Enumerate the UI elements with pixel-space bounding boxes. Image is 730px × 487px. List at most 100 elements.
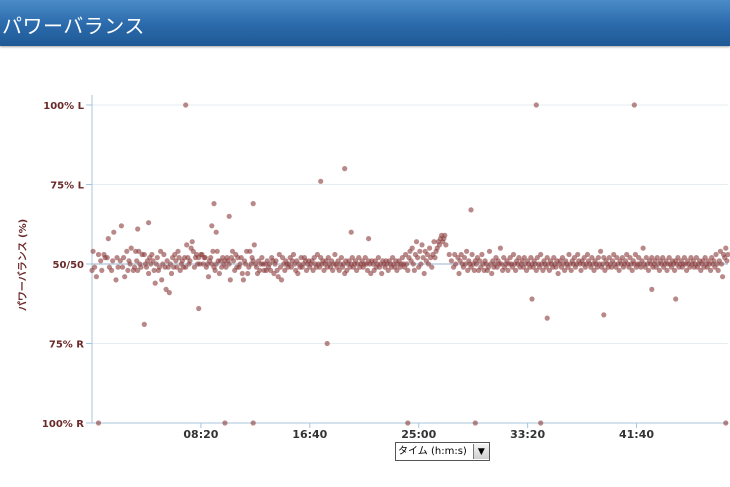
data-point (600, 261, 606, 267)
x-tick-label: 08:20 (183, 428, 218, 441)
data-point (239, 270, 245, 277)
data-point (93, 274, 99, 280)
data-point (643, 255, 649, 261)
data-point (135, 267, 141, 273)
data-point (708, 267, 714, 273)
data-point (344, 267, 350, 273)
data-point (606, 255, 612, 261)
data-point (273, 258, 279, 264)
data-point (693, 255, 700, 261)
data-point (418, 261, 424, 267)
data-point (533, 102, 539, 108)
data-point (498, 261, 505, 267)
data-point (166, 290, 172, 296)
x-tick-label: 33:20 (510, 428, 545, 441)
x-axis-select[interactable]: タイム (h:m:s) ▼ (395, 442, 490, 461)
data-point (595, 255, 602, 261)
data-point (664, 267, 670, 273)
data-point (348, 229, 354, 235)
data-point (614, 255, 620, 261)
data-point (174, 264, 180, 270)
data-point (135, 226, 141, 232)
data-point (698, 267, 704, 273)
data-point (104, 255, 110, 261)
data-point (479, 251, 485, 258)
data-point (251, 242, 257, 248)
data-point (282, 267, 288, 273)
data-point (238, 255, 244, 261)
data-point (368, 270, 374, 277)
data-point (611, 251, 617, 258)
data-point (216, 270, 222, 277)
data-point (711, 258, 717, 264)
data-point (544, 315, 550, 321)
data-point (538, 251, 544, 258)
data-point (324, 340, 330, 347)
data-point (362, 255, 368, 261)
data-point (675, 255, 681, 261)
data-point (589, 255, 595, 261)
data-point (681, 255, 688, 261)
data-point (231, 258, 237, 264)
data-point (399, 255, 405, 261)
data-point (394, 267, 400, 273)
data-point (223, 264, 229, 270)
data-point (200, 261, 206, 267)
data-point (640, 245, 646, 251)
data-point (240, 277, 246, 283)
data-point (446, 251, 452, 258)
data-point (513, 267, 519, 273)
data-point (95, 420, 102, 426)
data-point (534, 255, 541, 261)
header-title: パワーバランス (2, 14, 145, 38)
data-point (354, 267, 360, 273)
data-point (168, 270, 175, 277)
data-point (90, 248, 96, 254)
data-point (127, 261, 133, 267)
data-point (187, 258, 193, 264)
data-point (122, 274, 128, 280)
data-point (222, 420, 228, 426)
data-point (410, 261, 416, 267)
data-point (616, 267, 622, 273)
data-point (288, 264, 294, 270)
data-point (528, 255, 534, 261)
x-axis-select-label: タイム (h:m:s) (398, 446, 467, 457)
data-point (131, 264, 138, 270)
data-point (250, 201, 256, 207)
data-point (405, 267, 411, 273)
x-tick-label: 16:40 (292, 428, 327, 441)
data-point (591, 267, 597, 273)
data-point (209, 223, 215, 229)
data-point (432, 255, 438, 261)
data-point (436, 242, 442, 248)
data-point (420, 255, 426, 261)
data-point (462, 261, 469, 267)
data-point (516, 255, 522, 261)
data-point (421, 270, 427, 277)
data-point (660, 255, 666, 261)
data-point (702, 255, 708, 261)
chevron-down-icon[interactable]: ▼ (472, 444, 489, 459)
data-point (202, 255, 208, 261)
data-point (507, 255, 513, 261)
data-point (510, 251, 517, 258)
x-tick-label: 41:40 (619, 428, 654, 441)
data-point (141, 321, 147, 327)
data-point (136, 248, 142, 254)
data-point (110, 258, 116, 264)
data-point (477, 258, 483, 264)
data-point (356, 255, 362, 261)
data-point (167, 261, 173, 267)
data-point (151, 267, 157, 273)
data-point (424, 251, 430, 258)
data-point (111, 229, 117, 235)
x-tick-label: 25:00 (401, 428, 436, 441)
data-point (210, 248, 216, 254)
data-point (581, 255, 587, 261)
data-point (211, 201, 217, 207)
data-point (146, 270, 152, 277)
data-point (237, 261, 243, 267)
data-point (419, 242, 425, 248)
data-point (183, 264, 189, 270)
